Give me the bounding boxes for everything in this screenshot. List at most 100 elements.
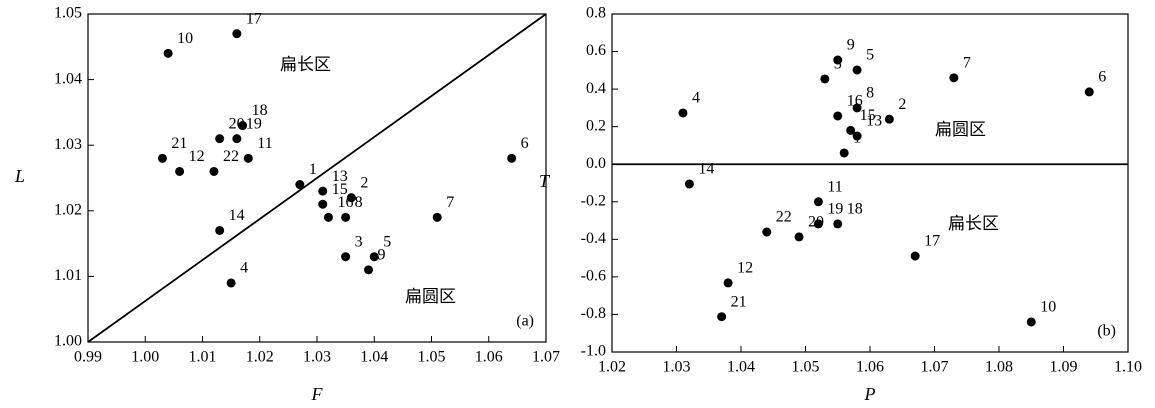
data-point	[238, 121, 248, 131]
data-point	[839, 148, 849, 158]
point-label: 5	[383, 233, 391, 250]
y-tick-label: 1.01	[54, 267, 82, 284]
data-point	[846, 125, 856, 135]
point-label: 8	[355, 194, 363, 211]
data-point	[346, 193, 356, 203]
point-label: 18	[252, 102, 268, 119]
point-label: 19	[246, 115, 262, 132]
data-point	[833, 111, 843, 121]
x-tick-label: 1.07	[921, 359, 949, 376]
data-point	[678, 108, 688, 118]
point-label: 20	[229, 115, 245, 132]
data-point	[717, 312, 727, 322]
point-label: 10	[1040, 299, 1056, 316]
point-label: 1	[309, 161, 317, 178]
region-label: 扁圆区	[935, 120, 986, 140]
data-point	[215, 134, 225, 144]
point-label: 14	[229, 207, 245, 224]
point-label: 13	[866, 113, 882, 130]
x-tick-label: 1.03	[303, 349, 331, 366]
x-tick-label: 1.05	[792, 359, 820, 376]
y-tick-label: -1.0	[581, 343, 606, 360]
data-point	[794, 232, 804, 242]
point-label: 17	[246, 10, 262, 27]
data-point	[232, 134, 242, 144]
point-label: 2	[898, 96, 906, 113]
data-point	[820, 74, 830, 84]
point-label: 6	[1098, 69, 1106, 86]
x-tick-label: 1.06	[475, 349, 503, 366]
x-tick-label: 1.02	[246, 349, 274, 366]
point-label: 18	[847, 201, 863, 218]
data-point	[369, 252, 379, 262]
x-tick-label: 1.07	[532, 349, 560, 366]
point-label: 21	[731, 293, 747, 310]
data-point	[762, 227, 772, 237]
point-label: 6	[521, 135, 529, 152]
x-tick-label: 0.99	[74, 349, 102, 366]
region-label: 扁长区	[948, 214, 999, 234]
x-axis-label: F	[311, 384, 324, 404]
region-label: 扁圆区	[405, 287, 456, 307]
y-tick-label: -0.8	[581, 305, 606, 322]
x-tick-label: 1.10	[1114, 359, 1142, 376]
point-label: 2	[360, 174, 368, 191]
y-tick-label: 0.8	[586, 5, 606, 22]
reference-line	[87, 13, 547, 343]
point-label: 13	[332, 168, 348, 185]
data-point	[684, 179, 694, 189]
data-point	[341, 212, 351, 222]
data-point	[243, 153, 253, 163]
point-label: 5	[866, 47, 874, 64]
point-label: 14	[698, 161, 714, 178]
point-label: 3	[355, 233, 363, 250]
data-point	[432, 212, 442, 222]
data-point	[323, 212, 333, 222]
data-point	[852, 103, 862, 113]
data-point	[884, 114, 894, 124]
x-axis-label: P	[864, 384, 876, 404]
point-label: 15	[860, 107, 876, 124]
y-tick-label: 1.00	[54, 333, 82, 350]
x-tick-label: 1.03	[663, 359, 691, 376]
x-tick-label: 1.09	[1050, 359, 1078, 376]
point-label: 17	[924, 233, 940, 250]
x-tick-label: 1.00	[131, 349, 159, 366]
data-point	[813, 197, 823, 207]
x-tick-label: 1.05	[418, 349, 446, 366]
data-point	[341, 252, 351, 262]
data-point	[852, 131, 862, 141]
y-axis-label: T	[539, 171, 551, 191]
y-tick-label: 0.6	[586, 42, 606, 59]
data-point	[949, 73, 959, 83]
data-point	[723, 278, 733, 288]
x-tick-label: 1.01	[189, 349, 217, 366]
point-label: 15	[332, 181, 348, 198]
data-point	[852, 65, 862, 75]
point-label: 16	[337, 194, 353, 211]
y-tick-label: -0.4	[581, 230, 606, 247]
panel-label: (b)	[1097, 323, 1116, 340]
y-tick-label: 0.4	[586, 80, 606, 97]
point-label: 11	[827, 178, 842, 195]
point-label: 9	[847, 37, 855, 54]
point-label: 4	[692, 90, 700, 107]
y-tick-label: 1.03	[54, 136, 82, 153]
y-tick-label: 1.02	[54, 201, 82, 218]
y-tick-label: -0.2	[581, 192, 606, 209]
data-point	[833, 219, 843, 229]
data-point	[364, 265, 374, 275]
point-label: 22	[776, 209, 792, 226]
x-tick-label: 1.04	[360, 349, 388, 366]
point-label: 7	[963, 55, 971, 72]
point-label: 21	[171, 135, 187, 152]
data-point	[209, 166, 219, 176]
x-tick-label: 1.04	[727, 359, 755, 376]
point-label: 1	[853, 130, 861, 147]
data-point	[507, 153, 517, 163]
data-point	[163, 48, 173, 58]
panel-label: (a)	[516, 313, 534, 330]
x-tick-label: 1.02	[598, 359, 626, 376]
x-tick-label: 1.08	[985, 359, 1013, 376]
